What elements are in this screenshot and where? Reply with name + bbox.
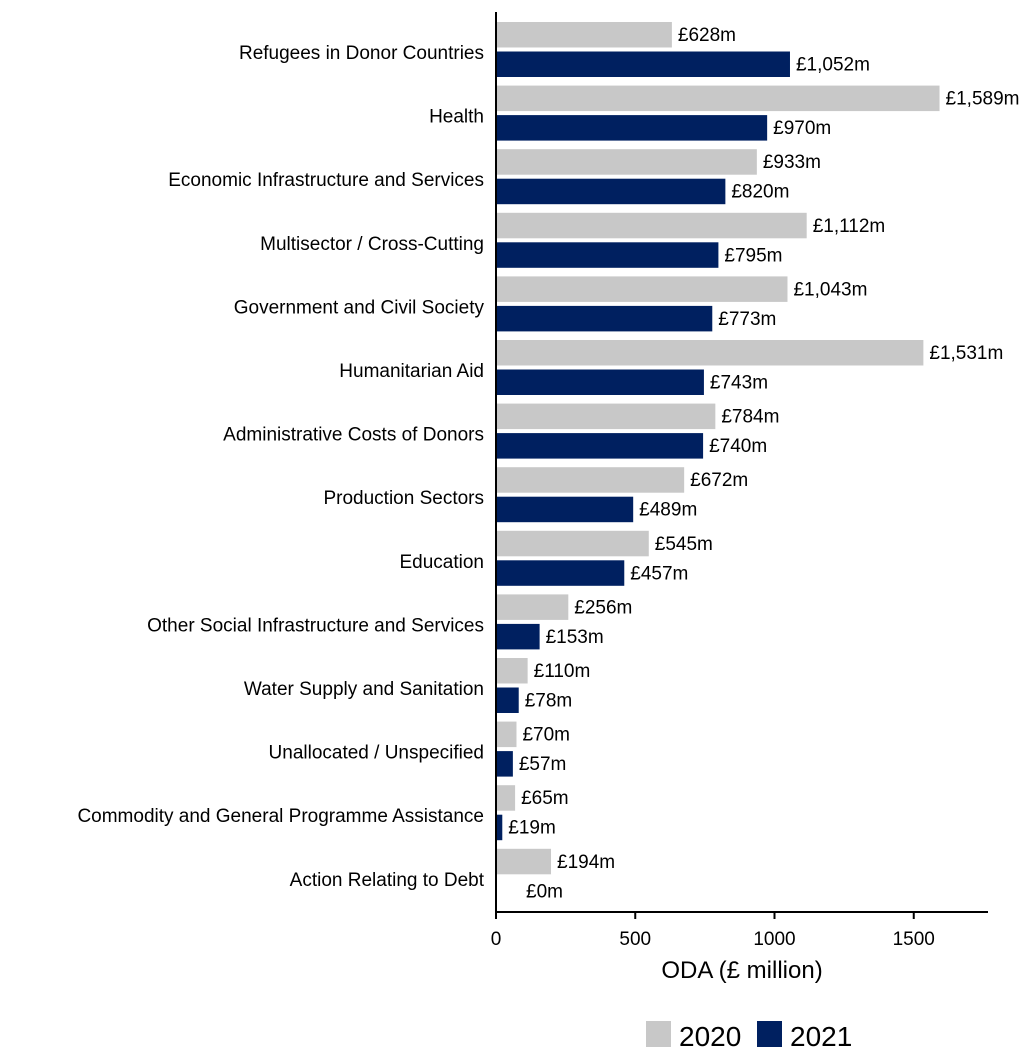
bar-2020-1 [497,85,940,112]
bar-2020-9 [497,594,569,620]
bar-2020-2 [497,149,757,175]
bar-2020-11 [497,721,517,748]
x-tick-label-0: 0 [491,929,502,950]
bar-2020-5 [497,340,924,366]
data-label-2021-1: £970m [773,118,831,139]
category-label-10: Water Supply and Sanitation [244,679,484,700]
bars-group [497,22,940,875]
data-label-2020-5: £1,531m [929,343,1003,364]
category-label-4: Government and Civil Society [234,297,485,318]
data-label-2021-11: £57m [519,754,567,775]
x-tick-label-3: 1500 [893,929,935,950]
category-label-6: Administrative Costs of Donors [223,425,484,446]
axes-group [495,12,988,913]
data-label-2020-3: £1,112m [813,216,886,237]
x-tick-label-1: 500 [619,929,651,950]
category-label-11: Unallocated / Unspecified [269,743,484,764]
data-label-2021-9: £153m [546,627,604,648]
x-ticks-group: 0 500 1000 1500 [491,912,935,950]
bar-2020-6 [497,403,716,430]
category-label-12: Commodity and General Programme Assistan… [77,806,484,827]
bar-2021-9 [497,623,540,650]
bar-2021-8 [497,560,625,586]
bar-2021-4 [497,305,713,332]
category-label-7: Production Sectors [323,488,484,509]
bar-2021-12 [497,814,503,841]
data-label-2020-8: £545m [655,534,713,555]
data-label-2021-2: £820m [731,182,789,203]
data-label-2021-4: £773m [718,309,776,330]
bar-2021-10 [497,687,519,713]
data-label-2021-7: £489m [639,500,697,521]
data-label-2021-12: £19m [508,818,556,839]
bar-2021-0 [497,51,790,77]
bar-2020-13 [497,848,552,875]
category-label-3: Multisector / Cross-Cutting [260,234,484,255]
data-label-2021-5: £743m [710,373,768,394]
data-label-2020-6: £784m [721,407,779,428]
category-label-9: Other Social Infrastructure and Services [147,615,484,636]
data-label-2021-10: £78m [525,691,573,712]
legend-label-2020: 2020 [679,1021,741,1050]
data-label-2020-11: £70m [522,725,570,746]
data-label-2020-4: £1,043m [793,279,867,300]
category-label-13: Action Relating to Debt [290,870,485,891]
bar-2020-0 [497,22,672,48]
bar-2020-7 [497,467,685,493]
data-label-2021-0: £1,052m [796,55,870,76]
category-label-2: Economic Infrastructure and Services [168,170,484,191]
category-label-0: Refugees in Donor Countries [239,43,484,64]
data-label-2020-7: £672m [690,470,748,491]
data-label-2021-13: £0m [526,881,563,902]
legend-label-2021: 2021 [790,1021,852,1050]
bar-2021-7 [497,496,634,523]
category-label-8: Education [399,552,484,573]
data-label-2021-8: £457m [630,563,688,584]
data-label-2020-10: £110m [534,661,591,682]
bar-2020-10 [497,658,528,684]
category-label-1: Health [429,107,484,128]
category-label-5: Humanitarian Aid [339,361,484,382]
data-labels-group: £628m £1,052m £1,589m £970m £933m £820m £1,112… [508,25,1019,902]
bar-2021-1 [497,115,768,141]
data-label-2020-9: £256m [574,597,632,618]
data-label-2021-6: £740m [709,436,767,457]
bar-2020-3 [497,212,807,239]
data-label-2020-12: £65m [521,788,569,809]
bar-2020-4 [497,276,788,302]
legend-swatch-2021 [757,1021,782,1047]
legend-swatch-2020 [646,1021,671,1047]
bar-2020-8 [497,530,649,557]
bar-2021-3 [497,242,719,268]
category-labels-group: Refugees in Donor Countries Health Economi… [77,43,484,891]
x-tick-label-2: 1000 [753,929,795,950]
data-label-2020-0: £628m [678,25,736,46]
data-label-2020-13: £194m [557,852,615,873]
bar-2021-2 [497,178,726,205]
bar-2021-6 [497,433,704,459]
x-axis-title: ODA (£ million) [661,957,822,984]
bar-2021-5 [497,369,704,395]
bar-2020-12 [497,785,516,811]
data-label-2021-3: £795m [724,245,782,266]
legend: 2020 2021 [646,1021,852,1050]
data-label-2020-1: £1,589m [946,89,1020,110]
bar-2021-11 [497,751,513,777]
data-label-2020-2: £933m [763,152,821,173]
